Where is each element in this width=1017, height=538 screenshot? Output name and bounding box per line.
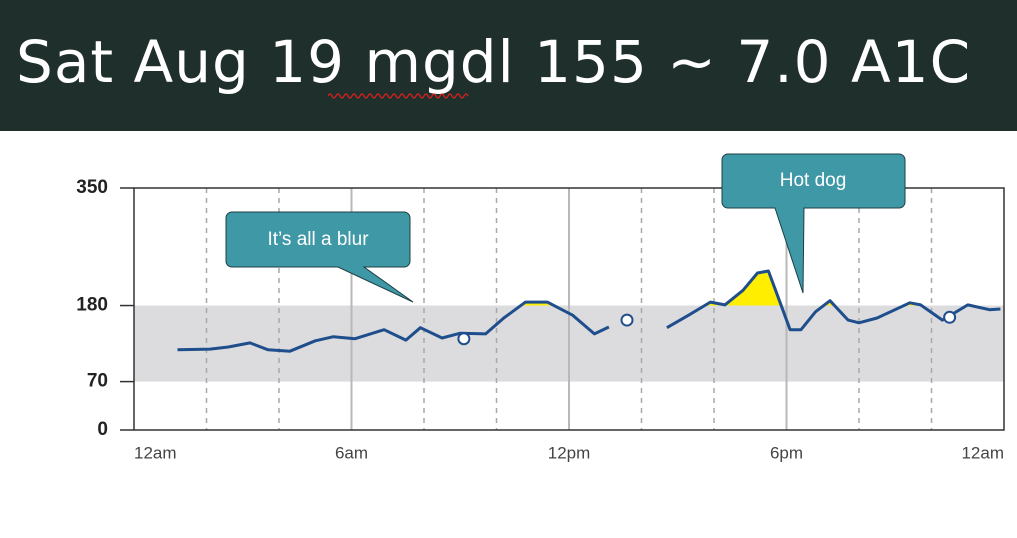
x-tick-label: 6am [335,443,368,462]
fingerstick-point [457,332,471,346]
fingerstick-point [943,310,957,324]
spell-check-underline [328,93,469,99]
slide-title: Sat Aug 19 mgdl 155 ~ 7.0 A1C [16,28,972,96]
header: Sat Aug 19 mgdl 155 ~ 7.0 A1C [0,0,1017,131]
y-tick-label: 70 [87,371,108,392]
chart: 12am 6am 12pm 6pm 12am 0 70 180 350 It’s all a b… [76,153,1005,462]
fingerstick-point [620,313,634,327]
y-tick-label: 180 [76,295,108,316]
x-tick-label: 12am [961,443,1004,462]
callout: It’s all a blur [225,211,414,303]
callout-text: It’s all a blur [267,229,369,250]
callout: Hot dog [721,153,906,294]
x-tick-label: 12am [134,443,177,462]
x-tick-label: 12pm [548,443,591,462]
x-tick-label: 6pm [770,443,803,462]
glucose-line [177,269,1001,353]
y-tick-label: 350 [76,177,108,198]
callout-text: Hot dog [780,170,847,191]
y-tick-label: 0 [97,419,108,440]
plot-frame [133,187,1005,431]
